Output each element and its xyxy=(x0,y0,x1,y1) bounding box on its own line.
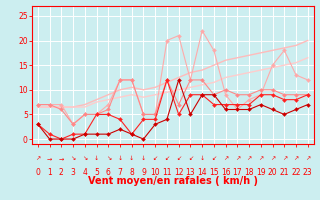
Text: ↗: ↗ xyxy=(235,156,240,161)
Text: ↘: ↘ xyxy=(70,156,76,161)
Text: 0: 0 xyxy=(36,168,40,177)
Text: ↗: ↗ xyxy=(246,156,252,161)
X-axis label: Vent moyen/en rafales ( km/h ): Vent moyen/en rafales ( km/h ) xyxy=(88,176,258,186)
Text: 12: 12 xyxy=(174,168,183,177)
Text: ↙: ↙ xyxy=(188,156,193,161)
Text: 11: 11 xyxy=(162,168,172,177)
Text: 5: 5 xyxy=(94,168,99,177)
Text: 18: 18 xyxy=(244,168,254,177)
Text: 14: 14 xyxy=(197,168,207,177)
Text: 23: 23 xyxy=(303,168,313,177)
Text: ↗: ↗ xyxy=(293,156,299,161)
Text: ↗: ↗ xyxy=(282,156,287,161)
Text: 2: 2 xyxy=(59,168,64,177)
Text: 7: 7 xyxy=(117,168,123,177)
Text: ↙: ↙ xyxy=(176,156,181,161)
Text: ↓: ↓ xyxy=(199,156,205,161)
Text: 4: 4 xyxy=(82,168,87,177)
Text: ↗: ↗ xyxy=(35,156,41,161)
Text: →: → xyxy=(59,156,64,161)
Text: ↘: ↘ xyxy=(106,156,111,161)
Text: 20: 20 xyxy=(268,168,277,177)
Text: 3: 3 xyxy=(71,168,76,177)
Text: ↓: ↓ xyxy=(94,156,99,161)
Text: ↙: ↙ xyxy=(211,156,217,161)
Text: 13: 13 xyxy=(186,168,195,177)
Text: ↗: ↗ xyxy=(270,156,275,161)
Text: 10: 10 xyxy=(150,168,160,177)
Text: ↙: ↙ xyxy=(164,156,170,161)
Text: ↓: ↓ xyxy=(117,156,123,161)
Text: ↙: ↙ xyxy=(153,156,158,161)
Text: 6: 6 xyxy=(106,168,111,177)
Text: 15: 15 xyxy=(209,168,219,177)
Text: 19: 19 xyxy=(256,168,266,177)
Text: ↓: ↓ xyxy=(129,156,134,161)
Text: 1: 1 xyxy=(47,168,52,177)
Text: 8: 8 xyxy=(129,168,134,177)
Text: 9: 9 xyxy=(141,168,146,177)
Text: ↗: ↗ xyxy=(258,156,263,161)
Text: ↗: ↗ xyxy=(305,156,310,161)
Text: ↗: ↗ xyxy=(223,156,228,161)
Text: 17: 17 xyxy=(233,168,242,177)
Text: 22: 22 xyxy=(291,168,301,177)
Text: 21: 21 xyxy=(279,168,289,177)
Text: ↘: ↘ xyxy=(82,156,87,161)
Text: →: → xyxy=(47,156,52,161)
Text: ↓: ↓ xyxy=(141,156,146,161)
Text: 16: 16 xyxy=(221,168,230,177)
